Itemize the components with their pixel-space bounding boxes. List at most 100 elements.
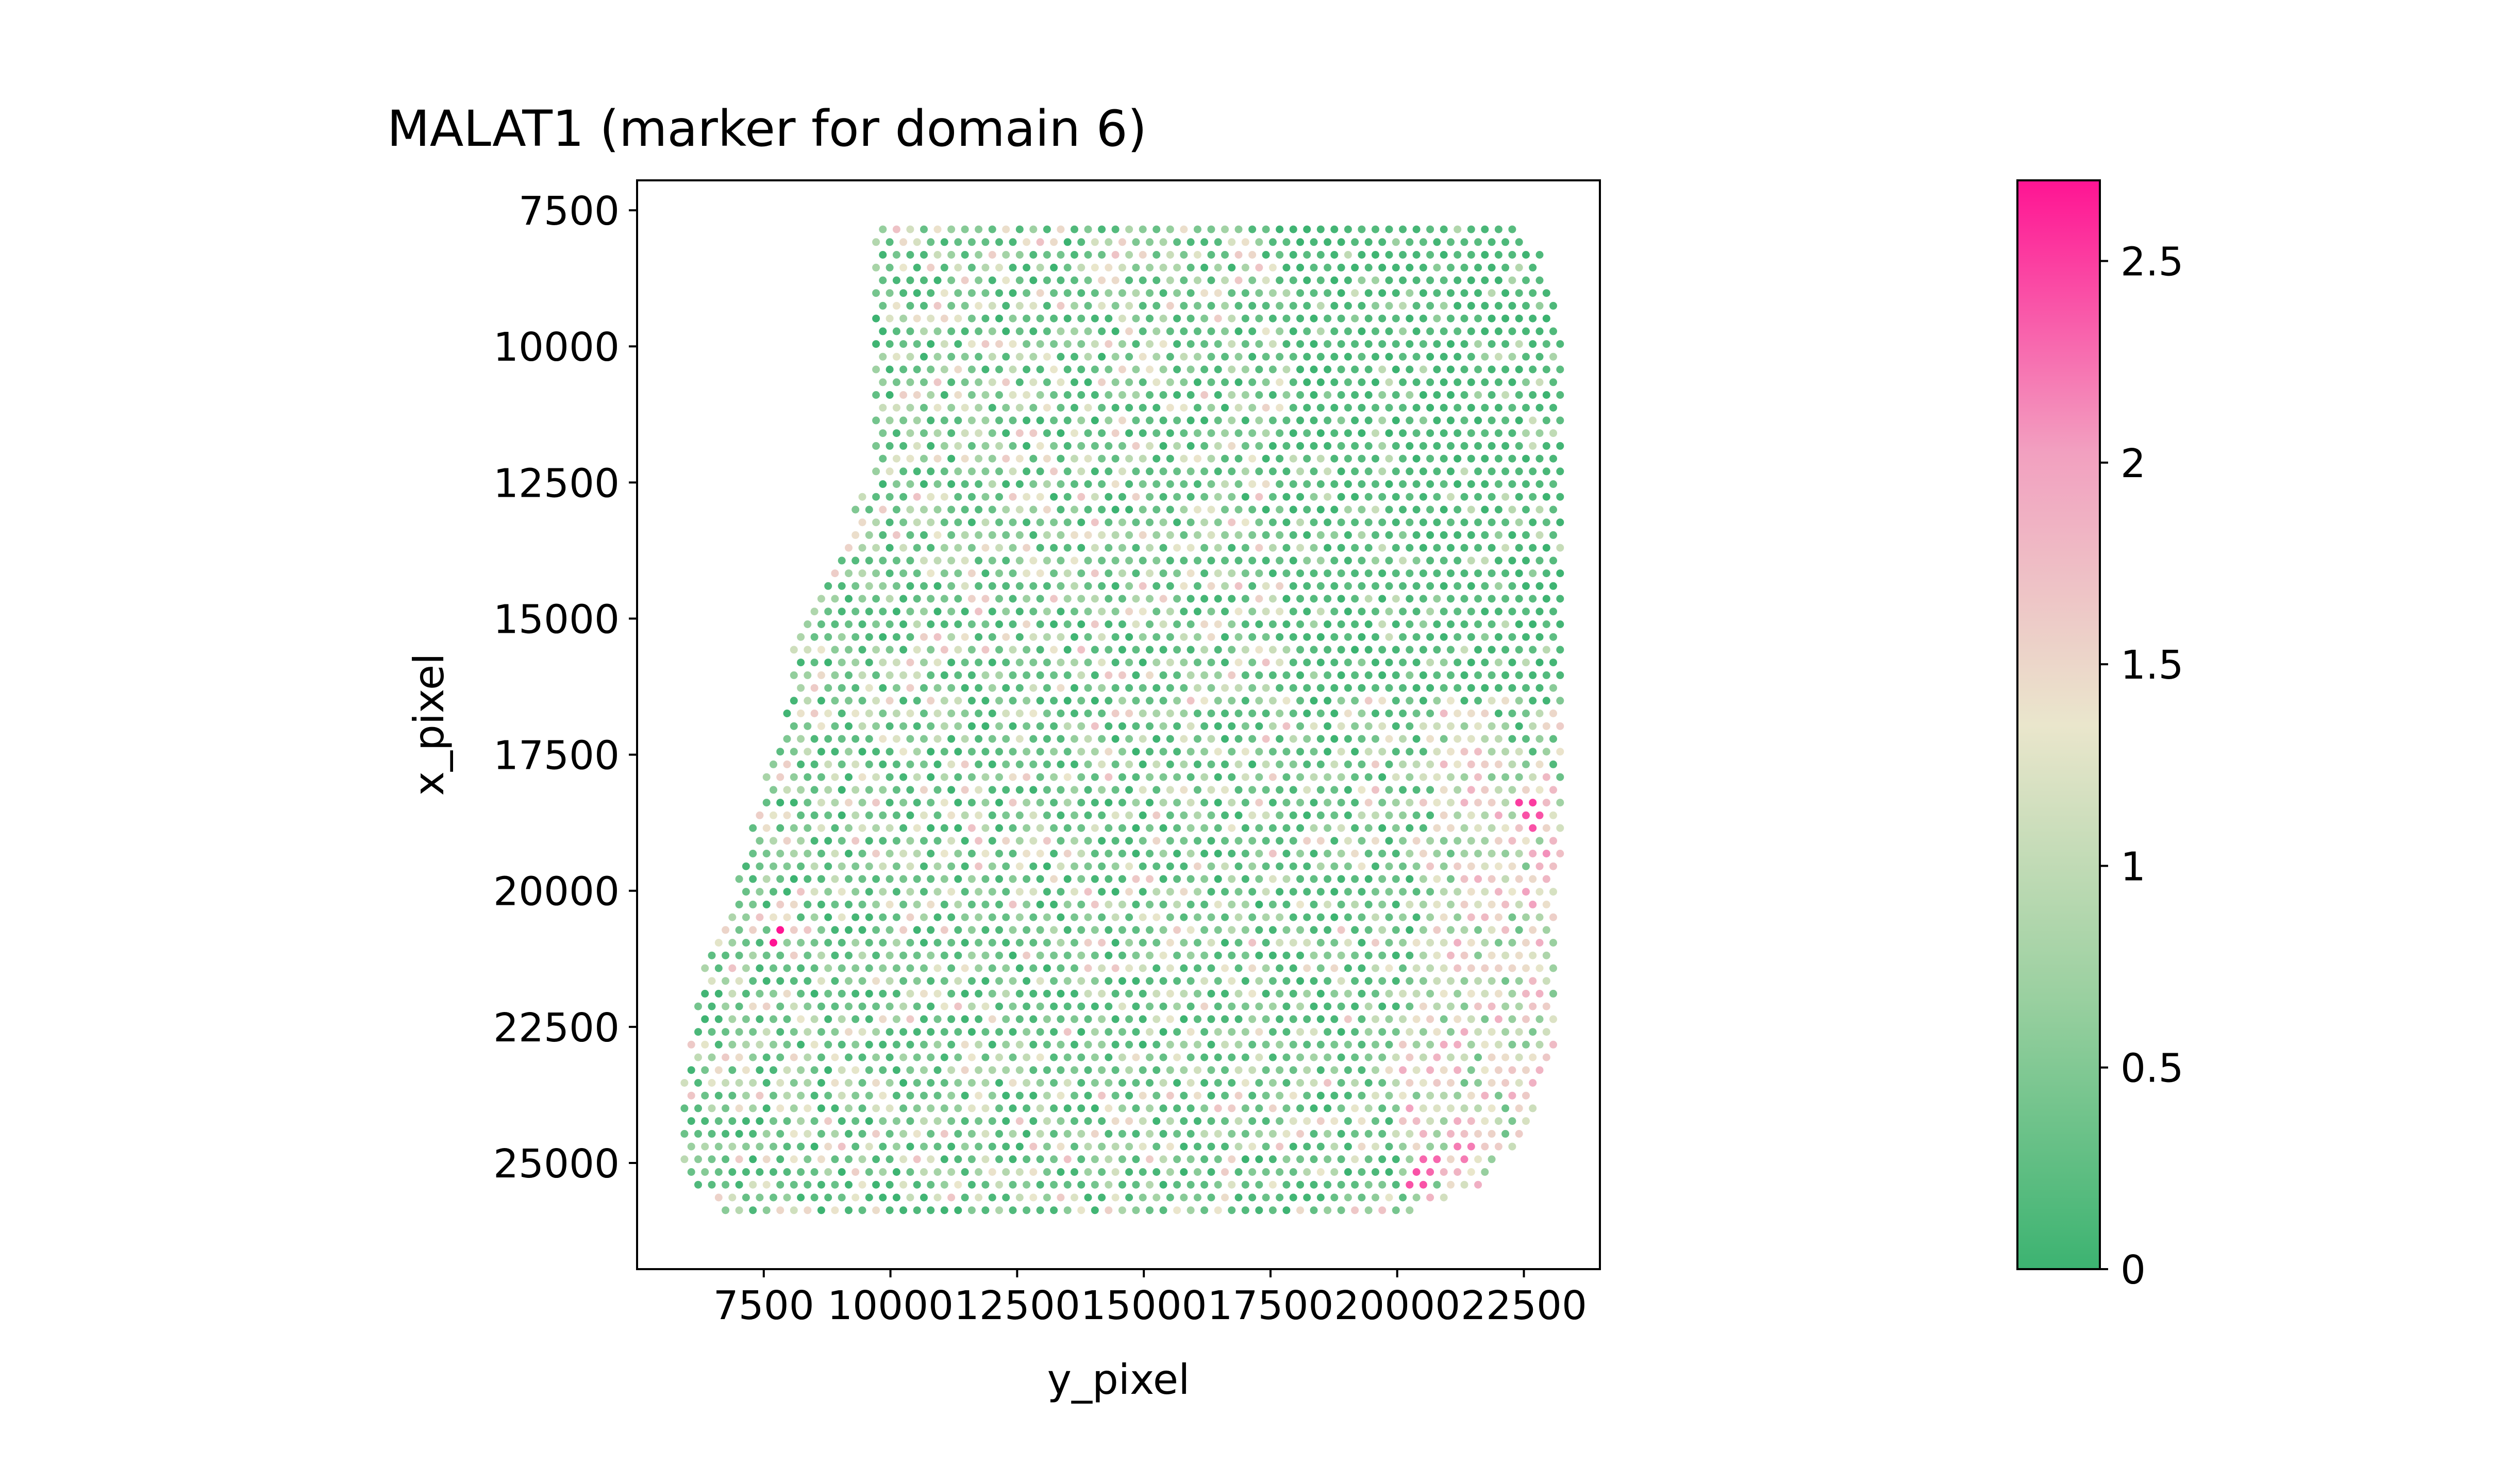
spot [1378, 850, 1387, 857]
spot [1378, 1053, 1387, 1061]
spot [1344, 837, 1352, 845]
spot [831, 1155, 839, 1163]
spot [1392, 951, 1400, 959]
spot [1406, 289, 1414, 297]
spot [790, 1206, 798, 1215]
spot [1118, 1155, 1126, 1163]
spot [1426, 913, 1434, 921]
spot [1303, 608, 1311, 616]
spot [1214, 824, 1222, 832]
spot [1522, 811, 1530, 819]
spot [1111, 1015, 1120, 1023]
spot [1118, 518, 1126, 527]
spot [1289, 429, 1297, 437]
spot [1187, 1129, 1195, 1138]
spot [1310, 263, 1318, 272]
spot [1248, 1040, 1257, 1049]
spot [886, 238, 894, 246]
spot [927, 493, 935, 501]
spot [913, 1079, 921, 1087]
spot [865, 989, 873, 998]
spot [1303, 1193, 1311, 1202]
spot [975, 811, 983, 819]
spot [1330, 403, 1339, 412]
spot [1132, 1079, 1140, 1087]
spot [1255, 314, 1263, 323]
spot [879, 939, 887, 947]
spot [804, 951, 812, 959]
spot [851, 531, 860, 539]
spot [687, 1091, 695, 1100]
spot [1351, 1129, 1359, 1138]
spot [927, 314, 935, 323]
spot [1187, 1206, 1195, 1215]
spot [892, 659, 900, 667]
spot [933, 608, 942, 616]
spot [735, 926, 743, 934]
spot [1372, 480, 1379, 488]
spot [940, 1028, 948, 1036]
spot [1071, 582, 1078, 590]
spot [1180, 1193, 1188, 1202]
spot [1043, 301, 1051, 310]
spot [1549, 684, 1557, 692]
spot [1494, 939, 1502, 947]
spot [1228, 620, 1236, 628]
spot [1228, 646, 1236, 654]
spot [1228, 340, 1236, 348]
spot [1522, 659, 1530, 667]
spot [824, 735, 832, 743]
spot [981, 263, 990, 272]
spot [1050, 1206, 1058, 1215]
spot [1515, 722, 1523, 730]
spot [1098, 352, 1106, 361]
spot [1248, 378, 1257, 386]
spot [1043, 888, 1051, 896]
spot [1146, 518, 1154, 527]
spot [1077, 544, 1086, 552]
spot [1248, 480, 1257, 488]
spot [1241, 951, 1249, 959]
spot [1522, 276, 1530, 284]
spot [1268, 467, 1277, 476]
spot [1467, 608, 1475, 616]
spot [1234, 454, 1243, 463]
spot [1050, 544, 1058, 552]
plot-frame [636, 179, 1601, 1270]
spot [1057, 301, 1065, 310]
spot [954, 1155, 962, 1163]
spot [1153, 608, 1161, 616]
spot [728, 1040, 737, 1049]
spot [1399, 964, 1407, 972]
spot [1501, 493, 1510, 501]
spot [1063, 697, 1072, 705]
spot [1289, 403, 1297, 412]
spot [1324, 926, 1332, 934]
spot [1009, 1002, 1017, 1010]
spot [824, 1142, 832, 1151]
spot [1406, 238, 1414, 246]
spot [1481, 378, 1489, 386]
spot [1268, 1129, 1277, 1138]
spot [1282, 340, 1291, 348]
spot [1529, 340, 1537, 348]
spot [770, 811, 777, 819]
spot [1139, 531, 1147, 539]
spot [1454, 837, 1462, 845]
spot [1071, 1015, 1078, 1023]
spot [1098, 582, 1106, 590]
spot [1091, 773, 1099, 781]
spot [1372, 684, 1379, 692]
spot [1372, 862, 1379, 870]
spot [1153, 1142, 1161, 1151]
spot [1159, 850, 1167, 857]
spot [1077, 340, 1086, 348]
spot [975, 964, 983, 972]
spot [1015, 378, 1024, 386]
spot [1002, 378, 1010, 386]
spot [1029, 352, 1038, 361]
spot [961, 964, 969, 972]
spot [817, 748, 825, 756]
spot [1043, 1168, 1051, 1176]
spot [1330, 582, 1339, 590]
